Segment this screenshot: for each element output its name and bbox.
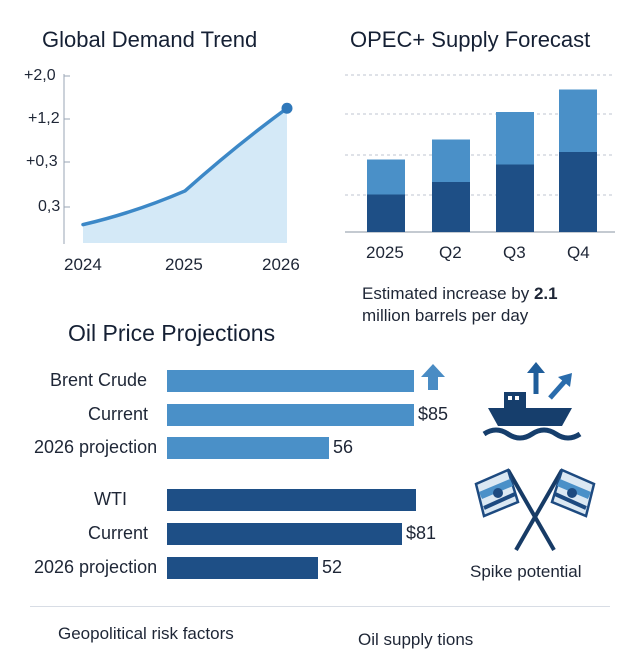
cargo-ship-icon: [482, 362, 582, 441]
demand-x-tick: 2025: [165, 255, 203, 274]
supply-x-tick: Q2: [439, 243, 462, 262]
footer-oil-supply-label: Oil supply tions: [358, 630, 474, 649]
brent-projection-bar: [167, 437, 329, 459]
crossed-flags-icon: [474, 468, 596, 551]
supply-note-value: 2.1: [533, 284, 558, 303]
demand-y-tick: +0,3: [26, 153, 58, 170]
supply-bar-segment: [432, 182, 470, 232]
wti-current-value: $81: [406, 523, 437, 543]
wti-series-label: WTI: [94, 489, 127, 509]
brent-header-bar: [167, 370, 414, 392]
supply-bar-segment: [559, 152, 597, 232]
brent-current-label: Current: [88, 404, 149, 424]
up-arrow-icon: [421, 364, 445, 390]
wti-current-label: Current: [88, 523, 149, 543]
price-chart-title: Oil Price Projections: [68, 320, 276, 346]
supply-note-prefix: Estimated increase by: [362, 284, 534, 303]
supply-chart-title: OPEC+ Supply Forecast: [350, 27, 591, 52]
footer-divider: [30, 606, 610, 607]
demand-area-fill: [83, 108, 287, 243]
supply-bar-segment: [559, 89, 597, 152]
wti-projection-bar: [167, 557, 318, 579]
supply-bar-segment: [496, 164, 534, 232]
supply-x-tick: Q4: [567, 243, 590, 262]
demand-x-tick: 2026: [262, 255, 300, 274]
demand-series-line: [81, 106, 289, 227]
brent-current-value: $85: [418, 404, 449, 424]
demand-y-tick: +2,0: [24, 67, 56, 84]
supply-bar-segment: [367, 159, 405, 195]
supply-bar-segment: [496, 112, 534, 165]
supply-x-tick: Q3: [503, 243, 526, 262]
demand-end-point: [281, 102, 293, 114]
demand-y-tick: 0,3: [38, 198, 61, 215]
supply-bar-segment: [432, 139, 470, 182]
brent-projection-value: 56: [333, 437, 354, 457]
demand-x-tick: 2024: [64, 255, 102, 274]
supply-note-suffix: million barrels per day: [362, 306, 529, 325]
brent-projection-label: 2026 projection: [34, 437, 158, 457]
brent-current-bar: [167, 404, 414, 426]
wti-header-bar: [167, 489, 416, 511]
wti-projection-label: 2026 projection: [34, 557, 158, 577]
brent-series-label: Brent Crude: [50, 370, 148, 390]
supply-x-tick: 2025: [366, 243, 404, 262]
supply-bar-segment: [367, 194, 405, 232]
spike-potential-label: Spike potential: [470, 562, 582, 581]
supply-note: Estimated increase by 2.1 million barrel…: [362, 283, 558, 327]
demand-chart-title: Global Demand Trend: [42, 27, 258, 52]
footer-geopolitical-label: Geopolitical risk factors: [58, 624, 234, 643]
wti-projection-value: 52: [322, 557, 343, 577]
demand-y-tick: +1,2: [28, 110, 60, 127]
wti-current-bar: [167, 523, 402, 545]
